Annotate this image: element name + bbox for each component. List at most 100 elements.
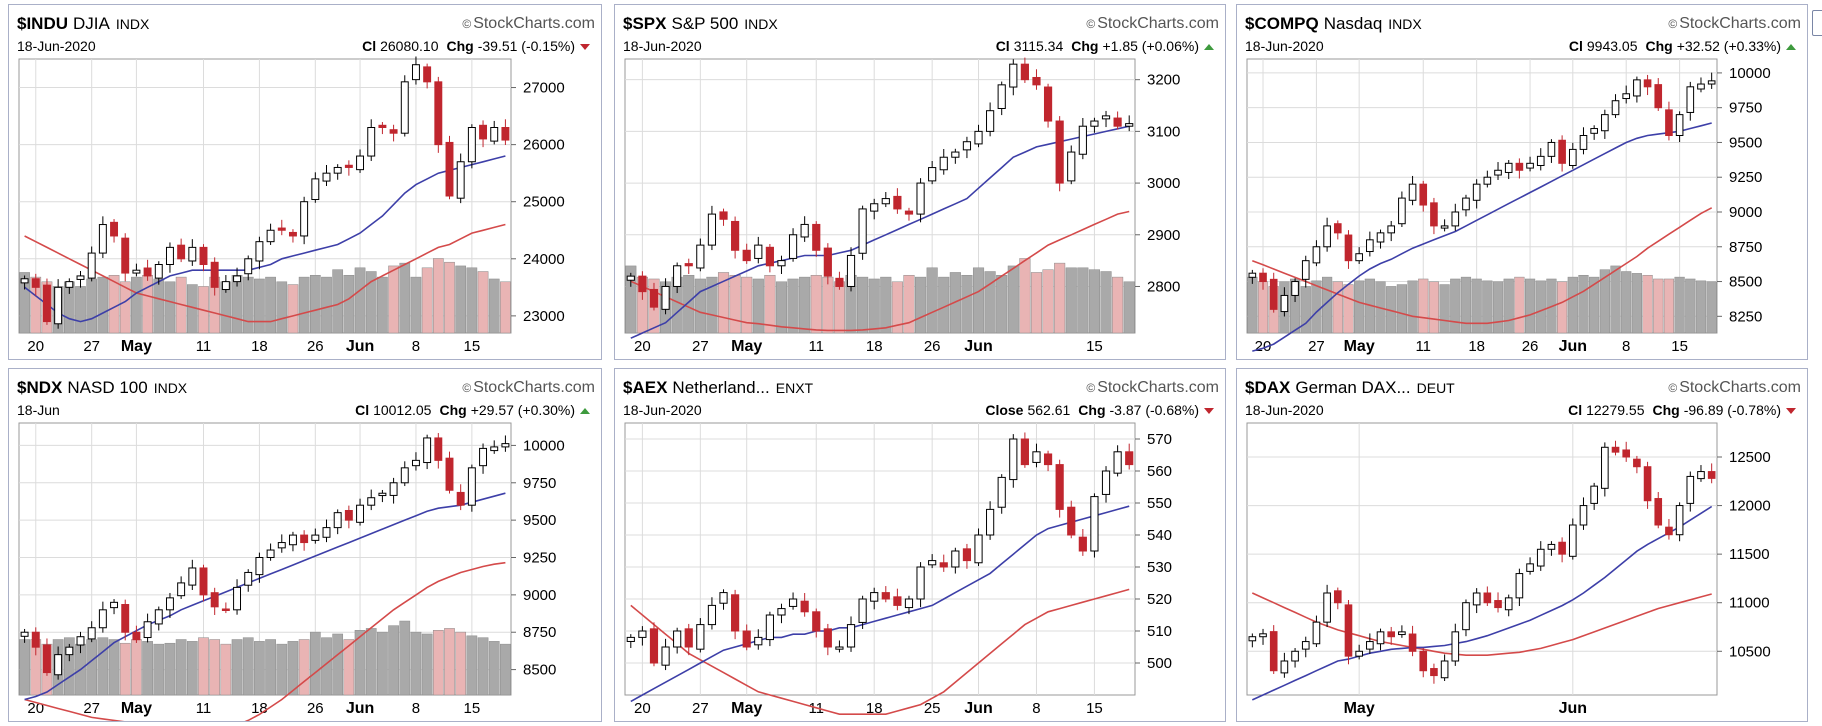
volume-bar [1112, 276, 1124, 334]
volume-bar [432, 630, 444, 696]
chart-panel-indu[interactable]: $INDU DJIA INDX © StockCharts.com 18-Jun-2020… [8, 4, 602, 360]
up-arrow-icon [580, 408, 590, 414]
candle-body [1101, 470, 1111, 495]
volume-bar [287, 641, 299, 696]
volume-bar [1123, 281, 1135, 334]
candle-body [1323, 225, 1331, 248]
volume-bar [119, 642, 131, 696]
volume-bar [276, 281, 288, 334]
plot-area[interactable] [1246, 422, 1718, 696]
candle-body [367, 127, 376, 157]
brand-label: © StockCharts.com [1668, 15, 1801, 32]
volume-bar [131, 276, 142, 334]
symbol: $NDX [17, 378, 63, 397]
candle-body [445, 141, 454, 197]
candle-body [389, 129, 398, 134]
chart-panel-compq[interactable]: $COMPQ Nasdaq INDX © StockCharts.com 18-Jun-2… [1236, 4, 1808, 360]
brand-label: © StockCharts.com [1086, 15, 1219, 32]
ma-fast-line [630, 125, 1130, 339]
symbol: $AEX [623, 378, 668, 397]
chart-panel-dax[interactable]: $DAX German DAX... DEUT © StockCharts.com 18-… [1236, 368, 1808, 722]
candle-body [777, 260, 786, 267]
x-tick-label: 27 [83, 700, 100, 717]
candle-body [199, 567, 208, 596]
candle-body [98, 224, 107, 254]
y-tick-label: 12000 [1729, 498, 1771, 515]
volume-bar [309, 631, 321, 696]
chart-panel-ndx[interactable]: $NDX NASD 100 INDX © StockCharts.com 18-Jun Cl… [8, 368, 602, 722]
exchange: INDX [744, 16, 778, 32]
volume-bar [996, 274, 1008, 334]
candle-body [54, 654, 63, 676]
candle-body [1472, 183, 1481, 201]
volume-bar [365, 628, 377, 696]
candle-body [143, 621, 152, 639]
candle-body [673, 630, 682, 648]
candle-body [456, 491, 465, 506]
volume-bar [1311, 280, 1322, 334]
candle-body [1067, 151, 1076, 182]
candle-body [1462, 197, 1470, 211]
volume-bar [377, 276, 388, 334]
candle-body [1430, 202, 1438, 227]
candle-body [1333, 223, 1342, 234]
candle-body [1547, 543, 1556, 550]
candle-body [1675, 505, 1684, 536]
candle-body [719, 211, 728, 220]
volume-bar [972, 267, 985, 334]
candle-body [1526, 563, 1534, 572]
volume-bar [19, 639, 30, 696]
x-tick-label: May [731, 700, 762, 717]
plot-area[interactable] [624, 422, 1136, 696]
volume-bar [810, 274, 822, 334]
y-tick-label: 8500 [523, 662, 556, 679]
exchange: DEUT [1417, 380, 1456, 396]
candle-body [1259, 633, 1267, 638]
volume-bar [466, 635, 478, 696]
candle-body [1697, 471, 1705, 480]
volume-bar [1100, 271, 1112, 334]
candle-body [20, 631, 29, 637]
candle-body [1398, 197, 1406, 225]
candle-body [1558, 541, 1566, 555]
x-tick-label: 8 [412, 338, 420, 355]
exchange: INDX [1388, 16, 1422, 32]
volume-bar [477, 637, 489, 696]
chart-panel-spx[interactable]: $SPX S&P 500 INDX © StockCharts.com 18-Jun-20… [614, 4, 1226, 360]
volume-bar [421, 267, 433, 334]
candle-body [255, 557, 264, 576]
volume-bar [444, 261, 455, 334]
candle-body [1654, 84, 1663, 109]
candle-body [1558, 139, 1566, 164]
close-value: 12279.55 [1586, 402, 1645, 418]
candle-body [1707, 471, 1716, 479]
volume-bar [1077, 267, 1089, 334]
side-control[interactable] [1812, 10, 1822, 36]
candle-body [434, 437, 443, 461]
candle-body [1494, 169, 1502, 176]
y-tick-label: 9750 [1729, 100, 1762, 117]
candle-body [1601, 446, 1609, 489]
volume-bar [787, 278, 799, 334]
candle-body [1633, 458, 1641, 468]
candle-body [893, 195, 902, 210]
volume-bar [1088, 269, 1100, 334]
copyright-icon: © [462, 381, 471, 395]
y-tick-label: 3200 [1147, 72, 1180, 89]
brand-label: © StockCharts.com [462, 15, 595, 32]
chart-panel-aex[interactable]: $AEX Netherland... ENXT © StockCharts.com 18-… [614, 368, 1226, 722]
volume-bar [926, 267, 938, 334]
candle-body [121, 237, 130, 274]
volume-bar [903, 274, 915, 334]
volume-bar [706, 276, 718, 334]
candle-body [1697, 83, 1705, 90]
candle-body [288, 231, 297, 237]
candle-body [165, 246, 174, 265]
volume-bar [488, 641, 500, 696]
candle-body [423, 437, 432, 464]
candle-body [1590, 128, 1598, 134]
volume-bar [86, 278, 98, 334]
candle-body [904, 598, 914, 609]
close-value: 9943.05 [1587, 38, 1638, 54]
